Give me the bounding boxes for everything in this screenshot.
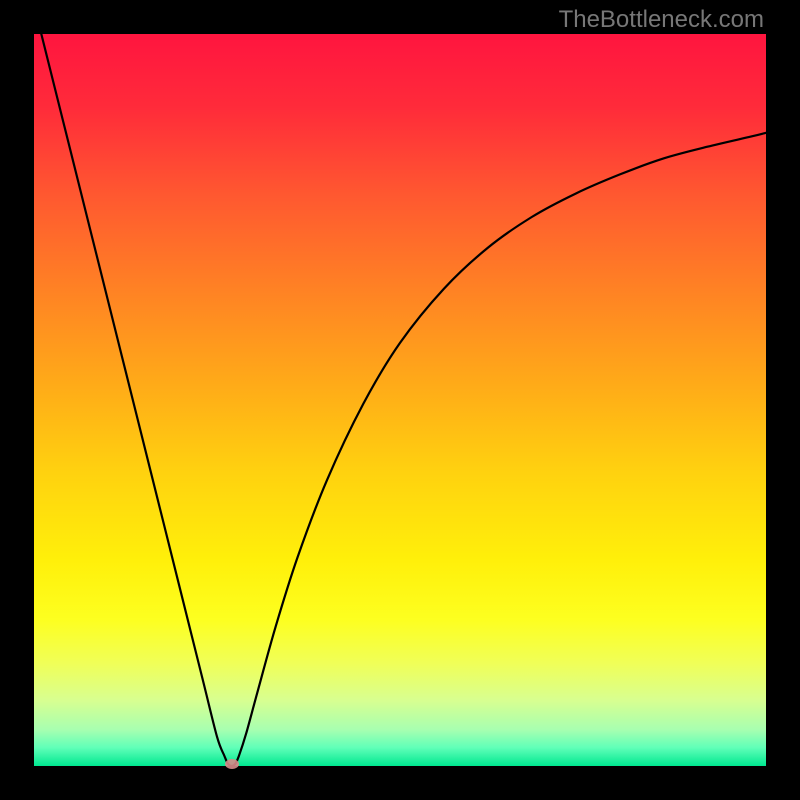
watermark-text: TheBottleneck.com: [559, 6, 764, 34]
bottleneck-curve: [34, 34, 766, 766]
minimum-marker: [225, 759, 239, 769]
plot-area: [34, 34, 766, 766]
